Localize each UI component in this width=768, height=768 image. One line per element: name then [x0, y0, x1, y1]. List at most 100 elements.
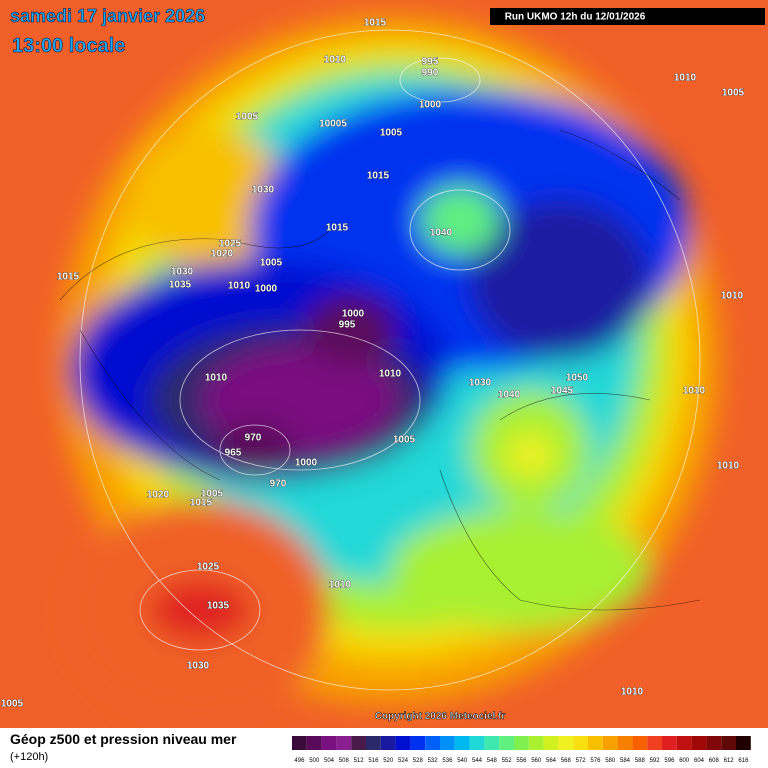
isobar-label: 1010 [379, 369, 402, 380]
scale-label: 564 [546, 758, 557, 764]
scale-swatch [499, 736, 514, 750]
isobar-label: 1040 [498, 390, 521, 401]
isobar-label: 1005 [722, 88, 745, 99]
scale-swatch [632, 736, 648, 750]
scale-label: 512 [354, 758, 365, 764]
scale-label: 500 [309, 758, 320, 764]
isobar-label: 1015 [364, 18, 387, 29]
scale-label: 584 [620, 758, 631, 764]
scale-label: 544 [472, 758, 483, 764]
isobar-label: 1015 [326, 223, 349, 234]
scale-swatch [395, 736, 411, 750]
scale-swatch [514, 736, 529, 750]
isobar-label: 1025 [219, 239, 242, 250]
isobar-label: 1010 [324, 55, 347, 66]
isobar-label: 1010 [683, 386, 706, 397]
scale-swatch [528, 736, 544, 750]
isobar-label: 995 [422, 57, 439, 68]
scale-swatch [706, 736, 722, 750]
scale-swatch [336, 736, 352, 750]
scale-label: 516 [368, 758, 379, 764]
isobar-label: 1005 [260, 258, 283, 269]
isobar-label: 1020 [211, 249, 234, 260]
isobar-label: 1010 [717, 461, 740, 472]
isobar-label: 1005 [201, 489, 224, 500]
scale-swatch [573, 736, 588, 750]
scale-label: 612 [724, 758, 735, 764]
isobar-label: 1030 [171, 267, 194, 278]
isobar-label: 1015 [57, 272, 80, 283]
scale-label: 528 [413, 758, 424, 764]
isobar-label: 1025 [197, 562, 220, 573]
scale-swatch [662, 736, 677, 750]
scale-swatch [440, 736, 455, 750]
run-box [490, 8, 765, 25]
legend-lead: (+120h) [10, 751, 48, 763]
isobar-label: 1010 [674, 73, 697, 84]
isobar-label: 1005 [393, 435, 416, 446]
scale-swatch [306, 736, 322, 750]
scale-label: 556 [516, 758, 527, 764]
scale-label: 532 [428, 758, 439, 764]
isobar-label: 1005 [1, 699, 24, 710]
isobar-label: 1045 [551, 386, 574, 397]
scale-label: 536 [442, 758, 453, 764]
isobar-label: 1020 [147, 490, 170, 501]
isobar-label: 10005 [319, 119, 347, 130]
isobar-label: 965 [225, 448, 242, 459]
map [0, 0, 768, 730]
scale-label: 608 [709, 758, 720, 764]
scale-label: 588 [635, 758, 646, 764]
scale-label: 616 [738, 758, 749, 764]
scale-swatch [292, 736, 307, 750]
isobar-label: 1035 [207, 601, 230, 612]
scale-swatch [410, 736, 426, 750]
run-text: Run UKMO 12h du 12/01/2026 [505, 12, 646, 23]
time-title: 13:00 locale [12, 35, 125, 57]
scale-label: 600 [679, 758, 690, 764]
isobar-label: 970 [245, 433, 262, 444]
scale-swatch [617, 736, 633, 750]
scale-label: 604 [694, 758, 705, 764]
scale-swatch [588, 736, 603, 750]
isobar-label: 1015 [190, 498, 213, 509]
scale-label: 524 [398, 758, 409, 764]
isobar-label: 995 [339, 320, 356, 331]
scale-label: 560 [531, 758, 542, 764]
scale-swatch [558, 736, 574, 750]
isobar-label: 1010 [721, 291, 744, 302]
isobar-label: 1040 [430, 228, 453, 239]
isobar-label: 1050 [566, 373, 589, 384]
scale-swatch [721, 736, 736, 750]
isobar-label: 1010 [205, 373, 228, 384]
scale-swatch [676, 736, 692, 750]
scale-swatch [736, 736, 751, 750]
isobar-label: 1000 [255, 284, 278, 295]
scale-swatch [366, 736, 381, 750]
isobar-label: 1000 [419, 100, 442, 111]
isobar-label: 1015 [367, 171, 390, 182]
scale-swatch [321, 736, 337, 750]
isobar-label: 970 [270, 479, 287, 490]
isobar-label: 1000 [342, 309, 365, 320]
isobar-label: 990 [422, 68, 439, 79]
scale-swatch [543, 736, 559, 750]
scale-swatch [602, 736, 618, 750]
scale-label: 504 [324, 758, 335, 764]
scale-swatch [454, 736, 470, 750]
scale-label: 520 [383, 758, 394, 764]
scale-label: 580 [605, 758, 616, 764]
scale-label: 540 [457, 758, 468, 764]
scale-label: 552 [502, 758, 513, 764]
scale-label: 508 [339, 758, 350, 764]
copyright: Copyright 2026 Meteociel.fr [375, 711, 506, 722]
scale-swatch [425, 736, 440, 750]
scale-label: 596 [664, 758, 675, 764]
scale-label: 592 [650, 758, 661, 764]
scale-swatch [484, 736, 500, 750]
scale-label: 572 [576, 758, 587, 764]
isobar-label: 1030 [469, 378, 492, 389]
scale-swatch [380, 736, 396, 750]
isobar-label: 1010 [228, 281, 251, 292]
